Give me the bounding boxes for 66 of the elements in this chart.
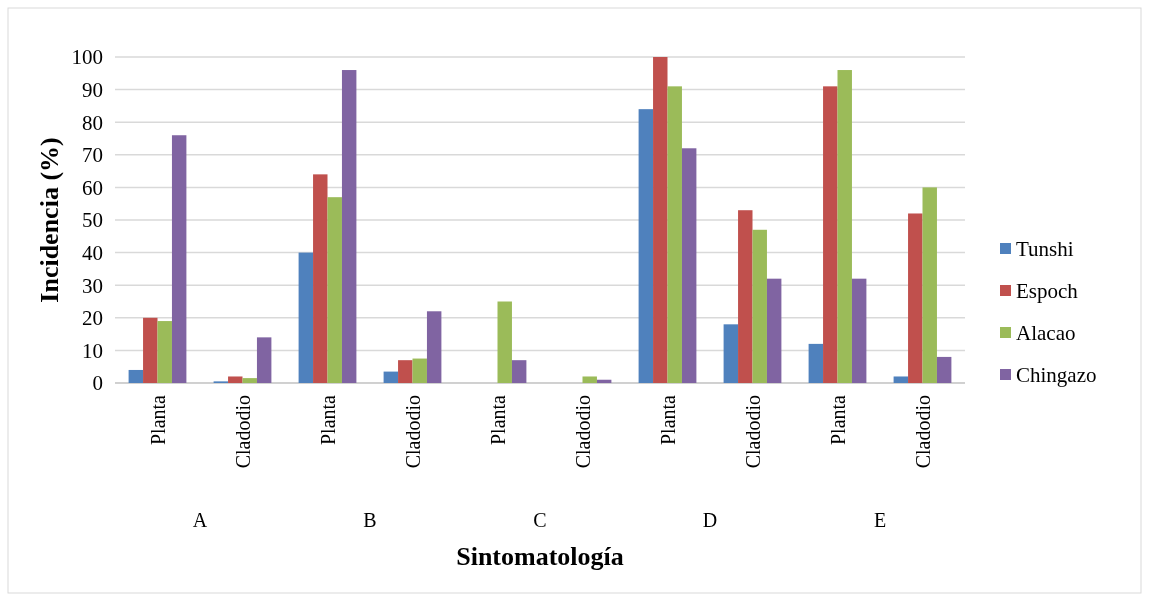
y-tick-label: 100 bbox=[71, 45, 103, 70]
text: C bbox=[533, 509, 547, 531]
x-tick-label: Planta bbox=[316, 394, 339, 445]
bar bbox=[242, 378, 257, 383]
bar bbox=[298, 252, 314, 383]
bar bbox=[582, 376, 597, 383]
x-axis-title: Sintomatología bbox=[456, 542, 624, 571]
bar bbox=[313, 174, 328, 383]
text: D bbox=[702, 509, 718, 531]
y-tick-label: 50 bbox=[82, 208, 103, 233]
bar bbox=[171, 135, 187, 383]
y-tick-label: 0 bbox=[92, 371, 103, 396]
bar bbox=[143, 317, 158, 383]
bar bbox=[398, 360, 413, 383]
x-tick-label: Cladodio bbox=[401, 395, 424, 469]
bar bbox=[893, 376, 909, 383]
bar bbox=[922, 187, 937, 383]
text: B bbox=[363, 509, 377, 531]
bar bbox=[823, 86, 838, 383]
bar bbox=[851, 278, 867, 383]
bar bbox=[808, 343, 824, 383]
y-tick-label: 90 bbox=[82, 77, 103, 102]
y-axis-title: Incidencia (%) bbox=[35, 137, 64, 303]
y-tick-label: 60 bbox=[82, 175, 103, 200]
bar bbox=[752, 229, 767, 383]
bar bbox=[497, 301, 512, 383]
x-tick-label: Planta bbox=[826, 394, 849, 445]
x-tick-label: Cladodio bbox=[571, 395, 594, 469]
bar bbox=[908, 213, 923, 383]
x-tick-label: Cladodio bbox=[231, 395, 254, 469]
bar bbox=[128, 369, 144, 383]
y-tick-label: 40 bbox=[82, 240, 103, 265]
legend-label: Chingazo bbox=[1016, 363, 1097, 388]
bar bbox=[157, 321, 172, 383]
bar bbox=[723, 324, 739, 383]
bar bbox=[511, 360, 527, 383]
legend-label: Tunshi bbox=[1016, 237, 1074, 262]
x-tick-label: Planta bbox=[486, 394, 509, 445]
bar bbox=[383, 371, 399, 383]
bar bbox=[837, 70, 852, 383]
bar bbox=[638, 109, 654, 383]
y-tick-label: 10 bbox=[82, 338, 103, 363]
y-tick-label: 20 bbox=[82, 306, 103, 331]
legend-label: Espoch bbox=[1016, 279, 1079, 304]
y-tick-label: 70 bbox=[82, 143, 103, 168]
y-tick-label: 30 bbox=[82, 273, 103, 298]
x-tick-label: Planta bbox=[656, 394, 679, 445]
bar bbox=[667, 86, 682, 383]
bar bbox=[653, 57, 668, 383]
x-tick-label: Cladodio bbox=[911, 395, 934, 469]
bar bbox=[228, 376, 243, 383]
bar bbox=[327, 197, 342, 383]
bar bbox=[341, 70, 357, 383]
bar bbox=[936, 356, 952, 383]
x-tick-label: Planta bbox=[146, 394, 169, 445]
text: A bbox=[192, 509, 208, 531]
x-tick-label: Cladodio bbox=[741, 395, 764, 469]
y-tick-label: 80 bbox=[82, 110, 103, 135]
bar bbox=[766, 278, 782, 383]
bar bbox=[738, 210, 753, 383]
bar bbox=[256, 337, 272, 383]
bar bbox=[681, 148, 697, 383]
bar bbox=[412, 358, 427, 383]
legend-label: Alacao bbox=[1016, 321, 1076, 346]
text: E bbox=[873, 509, 887, 531]
bar bbox=[426, 311, 442, 383]
